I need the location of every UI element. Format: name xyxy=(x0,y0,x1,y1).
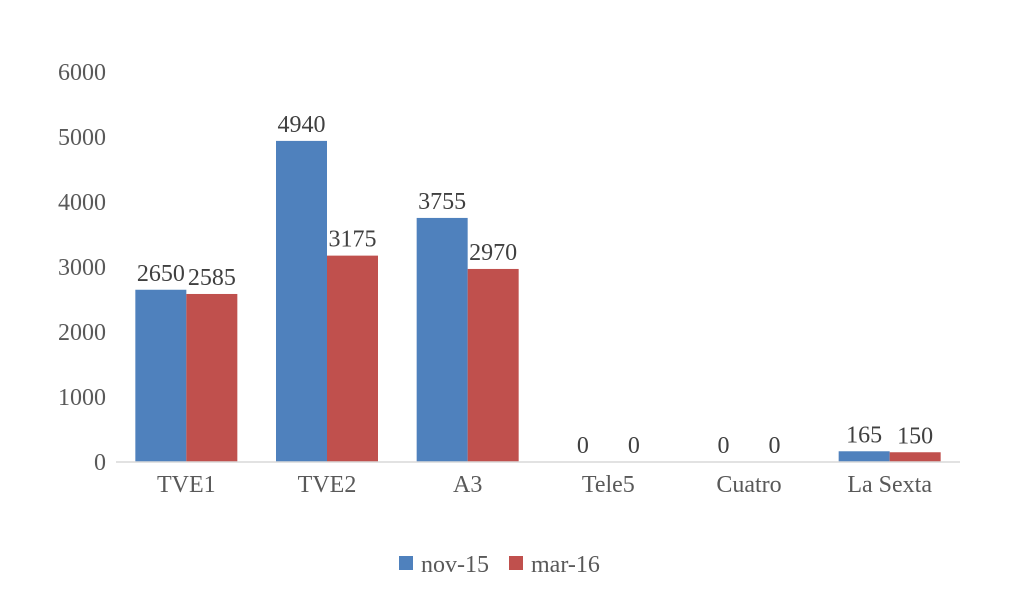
bars xyxy=(135,140,941,462)
data-label: 0 xyxy=(718,433,730,459)
data-label: 0 xyxy=(769,433,781,459)
data-label: 3175 xyxy=(329,227,377,253)
data-label: 0 xyxy=(628,433,640,459)
y-tick-label: 6000 xyxy=(58,60,106,86)
data-label: 2970 xyxy=(469,240,517,266)
legend-swatch-mar-16 xyxy=(509,556,523,570)
bar-mar-16-tve2 xyxy=(327,255,378,462)
bar-mar-16-a3 xyxy=(467,268,519,462)
legend: nov-15 mar-16 xyxy=(399,552,600,578)
x-tick-label: La Sexta xyxy=(847,472,932,498)
x-tick-label: A3 xyxy=(453,472,482,498)
bar-nov-15-la-sexta xyxy=(838,451,890,462)
data-label: 3755 xyxy=(418,189,466,215)
data-label: 4940 xyxy=(278,112,326,138)
legend-swatch-nov-15 xyxy=(399,556,413,570)
y-axis: 0 1000 2000 3000 4000 5000 6000 xyxy=(58,60,106,476)
x-axis: TVE1 TVE2 A3 Tele5 Cuatro La Sexta xyxy=(157,472,932,498)
x-tick-label: Tele5 xyxy=(582,472,635,498)
x-tick-label: Cuatro xyxy=(716,472,781,498)
x-tick-label: TVE2 xyxy=(298,472,357,498)
y-tick-label: 4000 xyxy=(58,190,106,216)
y-tick-label: 5000 xyxy=(58,125,106,151)
bar-nov-15-tve1 xyxy=(135,289,187,462)
data-label: 150 xyxy=(897,423,933,449)
legend-label: mar-16 xyxy=(531,552,600,578)
data-label: 2585 xyxy=(188,265,236,291)
x-tick-label: TVE1 xyxy=(157,472,216,498)
data-label: 0 xyxy=(577,433,589,459)
bar-nov-15-a3 xyxy=(416,217,468,462)
y-tick-label: 1000 xyxy=(58,385,106,411)
data-label: 2650 xyxy=(137,261,185,287)
bar-mar-16-la-sexta xyxy=(889,452,941,462)
y-tick-label: 3000 xyxy=(58,255,106,281)
bar-mar-16-tve1 xyxy=(186,293,238,462)
y-tick-label: 0 xyxy=(94,450,106,476)
bar-nov-15-tve2 xyxy=(276,140,327,462)
legend-label: nov-15 xyxy=(421,552,489,578)
data-label: 165 xyxy=(846,422,882,448)
y-tick-label: 2000 xyxy=(58,320,106,346)
